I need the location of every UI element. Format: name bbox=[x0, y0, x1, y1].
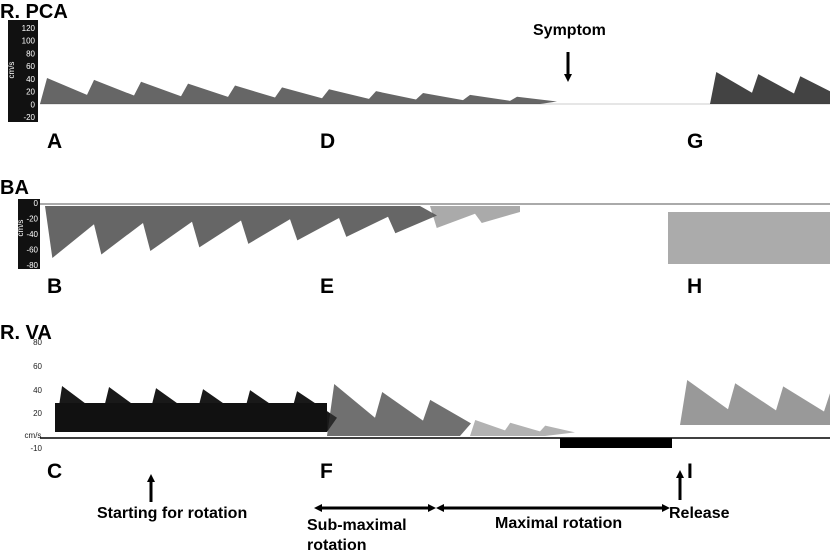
panel-title: R. PCA bbox=[0, 1, 68, 23]
scale-bar bbox=[8, 20, 38, 122]
scale-tick-label: 60 bbox=[33, 362, 42, 371]
annotation: Symptom bbox=[533, 22, 606, 39]
panel-letters: A D G B E H C F I bbox=[47, 130, 703, 483]
scale-tick-label: 40 bbox=[33, 386, 42, 395]
panel-letter: C bbox=[47, 460, 62, 483]
panel-letter: I bbox=[687, 460, 693, 483]
scale-tick-label: 40 bbox=[26, 75, 35, 84]
scale-tick-label: 20 bbox=[26, 88, 35, 97]
scale-unit: cm/s bbox=[16, 220, 25, 237]
scale-unit: cm/s bbox=[25, 431, 42, 440]
waveform bbox=[680, 380, 830, 425]
panel-title: BA bbox=[0, 177, 29, 199]
scale-tick-label: 60 bbox=[26, 62, 35, 71]
scale-tick-label: -20 bbox=[23, 113, 35, 122]
panel-letter: G bbox=[687, 130, 703, 153]
scale-tick-label: 80 bbox=[26, 49, 35, 58]
scale-tick-label: -40 bbox=[26, 230, 38, 239]
scale-tick-label: 20 bbox=[33, 409, 42, 418]
annotation: Sub-maximal bbox=[307, 517, 407, 534]
annotation: rotation bbox=[307, 537, 367, 553]
waveform bbox=[40, 78, 557, 104]
panel-letter: D bbox=[320, 130, 335, 153]
waveform bbox=[560, 438, 672, 448]
scale-tick-label: -60 bbox=[26, 246, 38, 255]
annotation: Release bbox=[669, 505, 730, 522]
scale-tick-label: 0 bbox=[31, 100, 36, 109]
scale-tick-label: 100 bbox=[22, 37, 36, 46]
panel-letter: A bbox=[47, 130, 62, 153]
scale-bar bbox=[18, 199, 40, 269]
doppler-traces bbox=[40, 72, 830, 448]
waveform bbox=[710, 72, 830, 104]
scale-tick-label: 80 bbox=[33, 338, 42, 347]
scale-tick-label: -20 bbox=[26, 215, 38, 224]
scale-tick-label: 0 bbox=[34, 199, 39, 208]
panel-letter: E bbox=[320, 275, 334, 298]
scale-unit: cm/s bbox=[7, 62, 16, 79]
panel-letter: B bbox=[47, 275, 62, 298]
waveform bbox=[45, 206, 437, 258]
annotation: Starting for rotation bbox=[97, 505, 247, 522]
waveform bbox=[668, 212, 830, 264]
waveform bbox=[327, 384, 471, 436]
annotation: Maximal rotation bbox=[495, 515, 622, 532]
waveform bbox=[55, 403, 327, 432]
panel-letter: F bbox=[320, 460, 333, 483]
scale-ticks: 120100806040200-20cm/s0-20-40-60-80cm/s8… bbox=[7, 24, 43, 453]
waveform bbox=[470, 420, 575, 436]
waveform bbox=[430, 206, 520, 228]
scale-tick-label: 120 bbox=[22, 24, 36, 33]
scale-tick-label: -80 bbox=[26, 261, 38, 270]
scale-tick-label: -10 bbox=[30, 444, 42, 453]
panel-title: R. VA bbox=[0, 322, 52, 344]
panel-letter: H bbox=[687, 275, 702, 298]
